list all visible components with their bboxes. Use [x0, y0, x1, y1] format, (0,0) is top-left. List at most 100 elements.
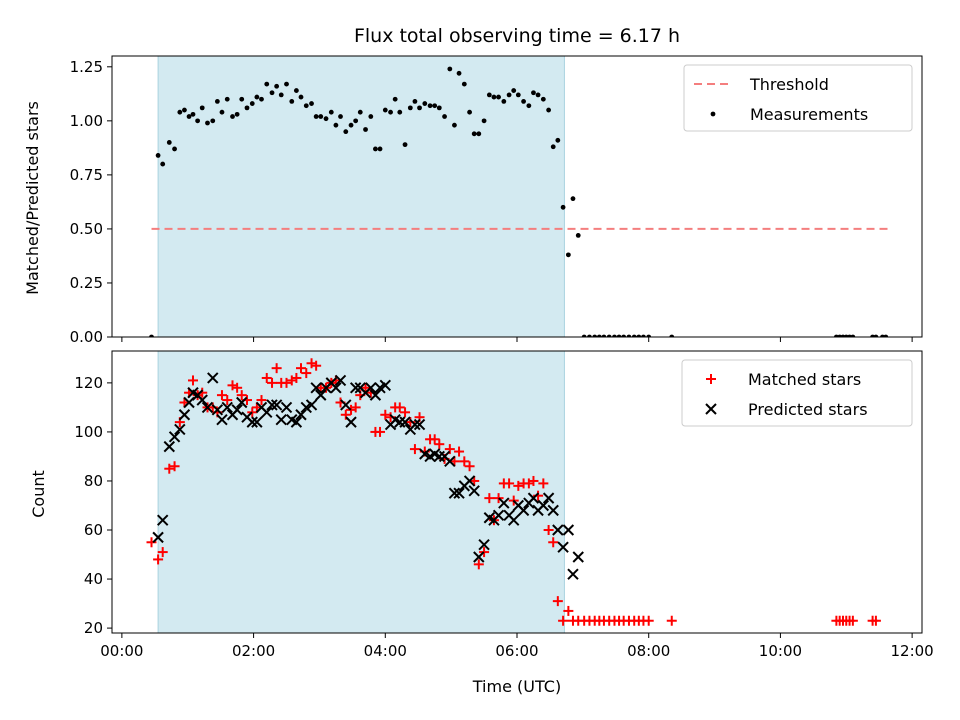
- predicted-star-point: [379, 379, 391, 392]
- matched-star-point: [459, 456, 470, 467]
- predicted-star-point: [453, 487, 465, 499]
- matched-star-point: [164, 463, 175, 474]
- measurement-point: [606, 334, 612, 337]
- measurement-point: [596, 334, 602, 337]
- predicted-star-point: [517, 504, 530, 517]
- measurement-point: [160, 161, 166, 167]
- measurement-point: [417, 105, 422, 111]
- matched-star-point: [153, 554, 164, 565]
- predicted-star-point: [310, 382, 322, 394]
- predicted-star-point: [557, 541, 569, 553]
- ratio-observing-window: [158, 56, 565, 337]
- measurement-point: [481, 118, 487, 124]
- predicted-star-point: [163, 440, 175, 453]
- predicted-star-point: [290, 416, 303, 428]
- predicted-star-point: [340, 399, 352, 411]
- measurement-point: [166, 140, 172, 145]
- measurement-point: [850, 334, 856, 337]
- measurement-point: [244, 105, 250, 111]
- measurement-point: [581, 334, 587, 337]
- measurement-point: [313, 114, 319, 119]
- predicted-star-point: [552, 524, 564, 536]
- measurement-point: [456, 70, 462, 76]
- predicted-star-point: [409, 418, 421, 431]
- matched-star-point: [146, 537, 157, 548]
- counts-y-tick-label: 120: [74, 374, 103, 392]
- legend-entry-label: Predicted stars: [748, 400, 868, 419]
- measurement-point: [388, 109, 393, 115]
- measurement-point: [471, 131, 477, 137]
- measurement-point: [427, 103, 433, 109]
- measurement-point: [511, 88, 517, 93]
- matched-star-point: [236, 390, 247, 401]
- measurement-point: [432, 103, 438, 109]
- matched-star-point: [311, 360, 322, 371]
- measurement-point: [555, 137, 561, 143]
- matched-star-point: [543, 525, 554, 536]
- measurement-point: [309, 101, 314, 106]
- predicted-star-point: [280, 401, 293, 414]
- matched-star-point: [548, 537, 559, 548]
- x-tick-label: 02:00: [232, 642, 275, 660]
- predicted-star-point: [542, 492, 555, 504]
- measurement-point: [636, 334, 642, 337]
- measurement-point: [447, 66, 453, 72]
- measurement-point: [646, 334, 652, 337]
- predicted-star-point: [246, 416, 258, 428]
- measurement-point: [338, 114, 343, 119]
- matched-star-point: [360, 382, 371, 393]
- legend-entry-label: Threshold: [749, 75, 829, 94]
- chart-title: Flux total observing time = 6.17 h: [354, 25, 680, 47]
- predicted-star-point: [196, 394, 208, 406]
- measurement-point: [333, 122, 339, 128]
- x-tick-label: 06:00: [495, 642, 538, 660]
- predicted-star-point: [562, 524, 575, 536]
- measurement-point: [506, 92, 512, 98]
- predicted-star-point: [527, 492, 540, 504]
- measurement-point: [214, 98, 220, 104]
- measurement-point: [177, 109, 183, 115]
- predicted-star-point: [236, 396, 248, 409]
- measurement-point: [669, 334, 675, 337]
- matched-star-point: [464, 461, 475, 472]
- predicted-star-point: [345, 416, 357, 428]
- matched-star-point: [247, 407, 258, 418]
- matched-star-point: [513, 480, 524, 491]
- matched-star-point: [479, 547, 490, 558]
- measurement-point: [182, 107, 187, 113]
- measurement-point: [560, 204, 566, 210]
- ratio-y-tick-label: 1.25: [70, 58, 103, 76]
- measurement-point: [219, 109, 225, 115]
- matched-star-point: [188, 375, 198, 386]
- measurement-point: [592, 334, 598, 337]
- predicted-star-point: [572, 551, 584, 563]
- counts-y-axis-label: Count: [29, 470, 48, 518]
- matched-star-point: [281, 377, 292, 388]
- matched-star-point: [528, 475, 539, 486]
- measurement-point: [230, 114, 235, 119]
- matched-star-point: [380, 409, 391, 420]
- measurement-point: [601, 334, 607, 337]
- ratio-y-tick-label: 0.25: [70, 274, 103, 292]
- predicted-star-point: [334, 374, 347, 387]
- predicted-star-point: [275, 413, 287, 426]
- predicted-star-point: [211, 404, 224, 416]
- matched-star-point: [434, 439, 445, 450]
- matched-star-point: [157, 547, 168, 558]
- measurement-point: [515, 92, 521, 98]
- measurement-point: [452, 122, 457, 128]
- measurement-point: [476, 131, 482, 137]
- x-tick-label: 04:00: [364, 642, 407, 660]
- counts-legend: Matched stars Predicted stars: [681, 359, 913, 427]
- measurement-point: [407, 105, 413, 111]
- matched-star-point: [552, 596, 563, 607]
- measurement-point: [587, 334, 592, 337]
- x-tick-label: 08:00: [627, 642, 670, 660]
- measurement-point: [626, 334, 632, 337]
- measurement-point: [278, 92, 284, 98]
- counts-y-tick-label: 100: [74, 423, 103, 441]
- measurement-point: [535, 92, 541, 98]
- measurement-point: [186, 114, 192, 119]
- measurement-point: [436, 105, 442, 111]
- legend-entry-label: Matched stars: [748, 370, 861, 389]
